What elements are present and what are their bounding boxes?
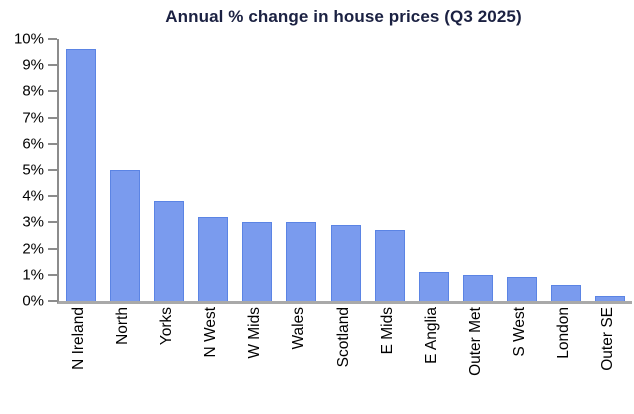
x-label-slot: North	[101, 307, 145, 411]
bar-slot	[147, 39, 191, 301]
x-axis-category-labels: N Ireland North Yorks N West W Mids Wales Scot…	[57, 307, 630, 411]
x-label-slot: Scotland	[321, 307, 365, 411]
bar-slot	[544, 39, 588, 301]
x-axis-label: S West	[510, 307, 528, 357]
bar-slot	[412, 39, 456, 301]
x-axis-label: Outer Met	[466, 307, 484, 376]
bar-north	[110, 170, 141, 301]
bar-slot	[191, 39, 235, 301]
x-label-slot: N Ireland	[57, 307, 101, 411]
bar-slot	[59, 39, 103, 301]
x-axis-label: N West	[202, 307, 220, 358]
x-label-slot: E Mids	[366, 307, 410, 411]
x-label-slot: Outer Met	[454, 307, 498, 411]
x-axis-label: London	[554, 307, 572, 359]
y-axis-label: 3%	[22, 213, 44, 231]
y-axis-label: 5%	[22, 161, 44, 179]
y-axis-tick	[48, 142, 57, 145]
bar-yorks	[154, 201, 185, 301]
x-axis-label: North	[114, 307, 132, 345]
y-axis-tick	[48, 116, 57, 119]
y-axis-label: 2%	[22, 240, 44, 258]
bar-outer-se	[594, 295, 625, 301]
x-label-slot: W Mids	[233, 307, 277, 411]
bar-wales	[286, 222, 317, 301]
bar-slot	[368, 39, 412, 301]
y-axis-label: 7%	[22, 109, 44, 127]
y-axis-tick	[48, 273, 57, 276]
x-label-slot: N West	[189, 307, 233, 411]
bar-london	[550, 285, 581, 301]
y-axis-tick	[48, 64, 57, 67]
bar-e-anglia	[418, 272, 449, 301]
x-label-slot: Yorks	[145, 307, 189, 411]
y-axis-tick	[48, 195, 57, 198]
y-axis-label: 6%	[22, 135, 44, 153]
bar-n-west	[198, 217, 229, 301]
x-label-slot: S West	[498, 307, 542, 411]
bar-n-ireland	[66, 49, 97, 301]
x-axis-label: Scotland	[334, 307, 352, 368]
x-axis-label: Wales	[290, 307, 308, 350]
chart-title: Annual % change in house prices (Q3 2025…	[165, 7, 522, 26]
y-axis-tick	[48, 38, 57, 40]
x-axis-label: W Mids	[246, 307, 264, 359]
x-label-slot: Wales	[277, 307, 321, 411]
bar-slot	[279, 39, 323, 301]
bar-slot	[456, 39, 500, 301]
bar-slot	[588, 39, 632, 301]
bar-outer-met	[462, 274, 493, 301]
x-axis-label: E Anglia	[422, 307, 440, 364]
x-label-slot: London	[542, 307, 586, 411]
x-axis-label: Yorks	[158, 307, 176, 346]
bar-e-mids	[374, 230, 405, 301]
x-label-slot: E Anglia	[410, 307, 454, 411]
y-axis-label: 8%	[22, 82, 44, 100]
y-axis-label: 10%	[13, 30, 44, 48]
y-axis-label: 4%	[22, 187, 44, 205]
y-axis-tick-marks	[48, 38, 57, 302]
y-axis-label: 1%	[22, 266, 44, 284]
y-axis-tick-labels: 10% 9% 8% 7% 6% 5% 4% 3% 2% 1% 0%	[0, 32, 44, 309]
bar-s-west	[506, 277, 537, 301]
bar-w-mids	[242, 222, 273, 301]
x-axis-label: Outer SE	[598, 307, 616, 371]
y-axis-tick	[48, 300, 57, 302]
x-axis-label: N Ireland	[70, 307, 88, 370]
bar-slot	[500, 39, 544, 301]
y-axis-tick	[48, 90, 57, 93]
x-label-slot: Outer SE	[586, 307, 630, 411]
bar-scotland	[330, 225, 361, 301]
plot-area	[57, 39, 632, 304]
x-axis-label: E Mids	[378, 307, 396, 355]
bar-slot	[323, 39, 367, 301]
y-axis-tick	[48, 169, 57, 171]
y-axis-label: 9%	[22, 56, 44, 74]
bar-slot	[103, 39, 147, 301]
bar-slot	[235, 39, 279, 301]
y-axis-tick	[48, 221, 57, 224]
y-axis-label: 0%	[22, 292, 44, 310]
y-axis-tick	[48, 247, 57, 250]
